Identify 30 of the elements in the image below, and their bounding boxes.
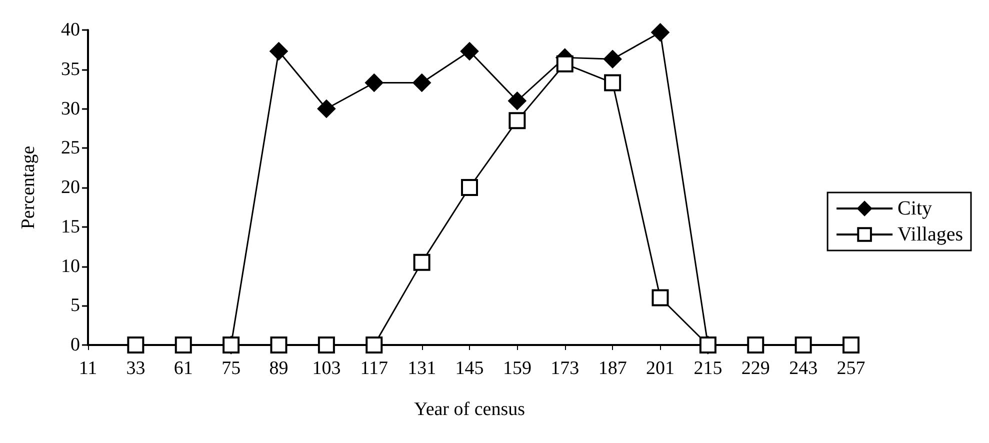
y-tick-label: 10 bbox=[61, 256, 80, 277]
y-tick-label: 30 bbox=[61, 98, 80, 120]
y-tick-label: 5 bbox=[70, 295, 80, 316]
x-tick-label: 159 bbox=[502, 358, 532, 379]
x-tick-label: 117 bbox=[360, 358, 388, 379]
x-tick-label: 75 bbox=[222, 358, 241, 379]
x-tick-label: 145 bbox=[455, 358, 484, 379]
x-tick-label: 103 bbox=[312, 358, 341, 379]
y-tick-label: 35 bbox=[61, 58, 80, 80]
x-tick-label: 257 bbox=[836, 358, 866, 379]
y-axis-title: Percentage bbox=[18, 146, 39, 230]
x-axis-title: Year of census bbox=[414, 399, 525, 420]
x-tick-label: 229 bbox=[741, 358, 770, 379]
x-tick-label: 89 bbox=[269, 358, 288, 379]
y-tick-label: 20 bbox=[61, 177, 80, 198]
y-tick-label: 25 bbox=[61, 138, 80, 159]
x-tick-label: 173 bbox=[550, 358, 580, 379]
legend-label: City bbox=[898, 198, 932, 220]
x-tick-label: 33 bbox=[126, 358, 146, 379]
x-tick-label: 201 bbox=[646, 358, 674, 379]
legend-label: Villages bbox=[898, 224, 964, 246]
x-tick-label: 11 bbox=[78, 358, 98, 379]
x-tick-label: 215 bbox=[694, 358, 722, 379]
y-tick-label: 15 bbox=[61, 216, 80, 238]
x-tick-label: 61 bbox=[174, 358, 193, 379]
x-tick-label: 243 bbox=[789, 358, 818, 379]
x-tick-label: 131 bbox=[408, 358, 436, 379]
y-tick-label: 0 bbox=[70, 334, 80, 356]
y-tick-label: 40 bbox=[61, 20, 80, 40]
x-tick-label: 187 bbox=[598, 358, 627, 379]
